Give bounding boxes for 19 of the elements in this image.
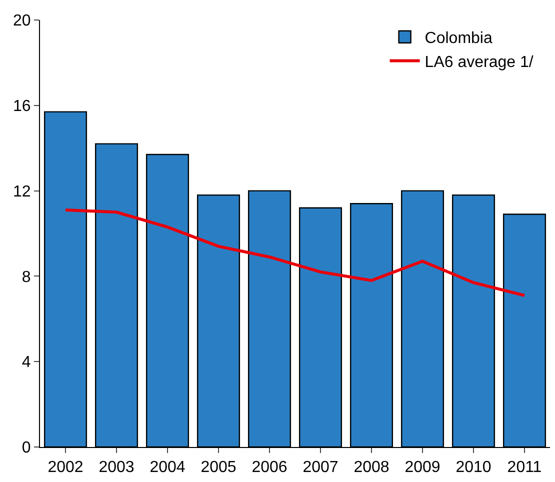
y-tick-label: 12 xyxy=(13,183,31,200)
x-tick-label: 2011 xyxy=(507,459,542,476)
x-tick-label: 2008 xyxy=(354,459,390,476)
x-tick-label: 2005 xyxy=(200,459,236,476)
y-tick-label: 20 xyxy=(13,12,31,30)
x-tick-label: 2003 xyxy=(98,459,134,476)
x-tick-label: 2004 xyxy=(150,459,186,476)
y-tick-label: 16 xyxy=(13,98,31,115)
y-tick-label: 4 xyxy=(22,354,31,372)
legend-label: LA6 average 1/ xyxy=(424,54,534,71)
line-series xyxy=(64,208,526,297)
legend-label: Colombia xyxy=(424,30,492,48)
x-tick-label: 2006 xyxy=(252,459,288,476)
x-tick-label: 2002 xyxy=(48,459,84,476)
y-tick-label: 0 xyxy=(22,440,31,457)
y-tick-label: 8 xyxy=(22,268,31,286)
x-tick-label: 2010 xyxy=(456,459,492,476)
x-tick-label: 2009 xyxy=(404,459,440,476)
x-tick-label: 2007 xyxy=(302,459,338,476)
